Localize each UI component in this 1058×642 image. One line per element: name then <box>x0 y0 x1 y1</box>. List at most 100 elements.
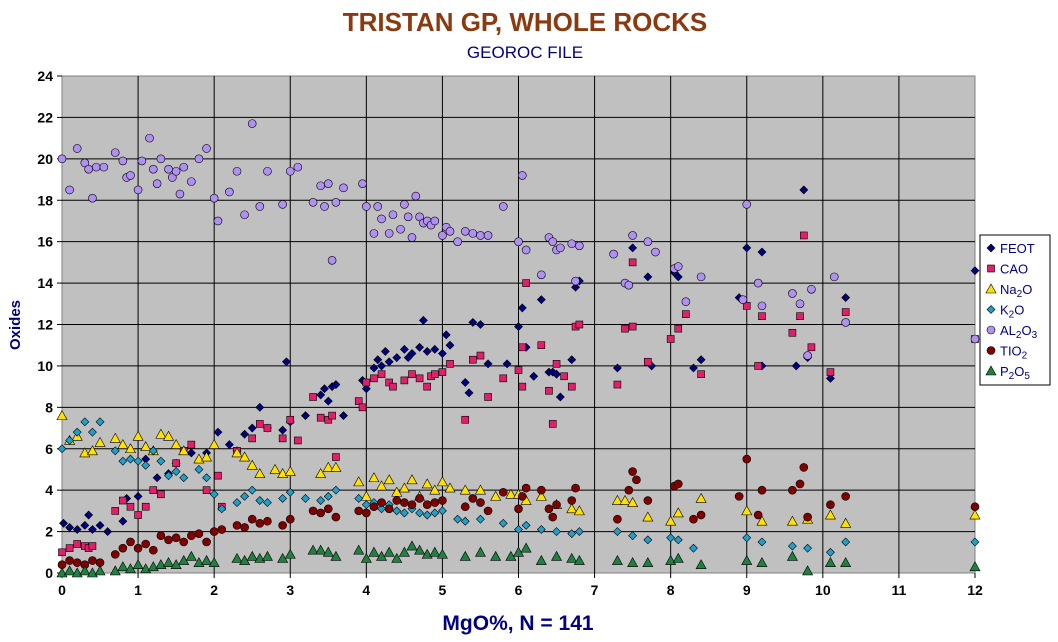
data-point-k2o <box>430 508 440 518</box>
legend-marker-feot <box>986 243 996 253</box>
data-point-feot <box>483 359 493 369</box>
data-point-k2o <box>460 516 470 526</box>
data-point-tio2 <box>164 535 173 545</box>
x-tick-label: 5 <box>439 582 447 598</box>
data-point-al2o3 <box>187 177 196 186</box>
data-point-na2o <box>56 409 68 420</box>
data-point-feot <box>103 527 113 537</box>
data-point-cao <box>560 372 568 381</box>
data-point-tio2 <box>240 523 249 532</box>
data-point-feot <box>240 429 250 439</box>
data-point-feot <box>278 425 288 435</box>
data-point-k2o <box>323 491 333 501</box>
data-point-p2o5 <box>132 559 144 570</box>
data-point-feot <box>430 344 440 354</box>
data-point-na2o <box>824 509 836 520</box>
data-point-cao <box>628 322 637 331</box>
data-point-k2o <box>757 537 767 547</box>
data-point-tio2 <box>422 500 432 509</box>
data-point-tio2 <box>118 543 128 553</box>
data-point-cao <box>354 397 363 405</box>
legend-label-al2o3: AL2O3 <box>1000 323 1038 341</box>
series-al2o3 <box>57 119 980 360</box>
data-point-p2o5 <box>201 554 213 565</box>
data-point-k2o <box>126 454 135 464</box>
data-point-tio2 <box>88 556 97 565</box>
data-point-na2o <box>406 474 418 485</box>
data-point-tio2 <box>537 485 546 495</box>
data-point-na2o <box>322 461 334 472</box>
data-point-cao <box>263 424 272 432</box>
data-point-al2o3 <box>430 216 440 226</box>
data-point-feot <box>643 272 653 282</box>
data-point-na2o <box>695 492 707 503</box>
data-point-na2o <box>231 447 243 458</box>
data-point-tio2 <box>156 531 166 541</box>
data-point-cao <box>484 393 492 401</box>
data-point-p2o5 <box>551 550 563 561</box>
data-point-tio2 <box>430 498 440 507</box>
data-point-tio2 <box>232 521 242 530</box>
data-point-k2o <box>133 456 143 466</box>
data-point-al2o3 <box>91 162 101 172</box>
data-point-feot <box>791 361 801 371</box>
y-tick-label: 16 <box>37 234 53 250</box>
data-point-na2o <box>474 484 486 495</box>
data-point-al2o3 <box>403 212 413 222</box>
data-point-p2o5 <box>322 546 334 557</box>
data-point-p2o5 <box>315 544 327 555</box>
data-point-feot <box>418 315 428 325</box>
data-point-al2o3 <box>209 193 219 203</box>
data-point-al2o3 <box>255 202 265 211</box>
data-point-cao <box>202 486 211 494</box>
data-point-tio2 <box>278 521 287 530</box>
data-point-tio2 <box>255 518 265 528</box>
data-point-na2o <box>566 503 578 514</box>
data-point-tio2 <box>632 475 641 485</box>
data-point-p2o5 <box>741 554 753 565</box>
data-point-k2o <box>567 529 577 539</box>
data-point-tio2 <box>696 510 706 520</box>
data-point-feot <box>361 384 371 394</box>
data-point-k2o <box>148 446 158 456</box>
data-point-feot <box>186 448 196 458</box>
data-point-k2o <box>399 508 409 518</box>
data-point-feot <box>529 371 539 381</box>
y-tick-label: 6 <box>45 441 53 457</box>
data-point-na2o <box>619 494 631 505</box>
data-point-k2o <box>202 473 211 483</box>
data-point-cao <box>518 343 527 352</box>
data-point-feot <box>399 344 409 354</box>
x-tick-label: 12 <box>967 582 983 598</box>
x-tick-label: 0 <box>58 582 66 598</box>
data-point-al2o3 <box>757 301 767 311</box>
data-point-k2o <box>65 436 75 445</box>
data-point-al2o3 <box>453 237 462 246</box>
x-axis-label: MgO%, N = 141 <box>442 612 593 635</box>
data-point-na2o <box>786 515 798 526</box>
data-point-tio2 <box>438 496 447 505</box>
data-point-cao <box>800 231 808 240</box>
data-point-cao <box>149 486 158 494</box>
data-point-cao <box>548 420 557 428</box>
data-point-na2o <box>201 451 213 462</box>
data-point-na2o <box>178 445 190 456</box>
data-point-al2o3 <box>807 284 816 294</box>
data-point-feot <box>468 318 478 327</box>
data-point-feot <box>72 525 82 534</box>
data-point-na2o <box>627 496 639 507</box>
data-point-cao <box>682 310 690 318</box>
data-point-cao <box>389 382 397 391</box>
data-point-tio2 <box>460 502 470 512</box>
data-point-feot <box>380 346 390 356</box>
data-point-k2o <box>643 535 653 545</box>
data-point-cao <box>621 324 629 333</box>
data-point-cao <box>644 357 652 366</box>
data-point-na2o <box>86 445 98 456</box>
data-point-k2o <box>415 508 425 518</box>
y-tick-label: 14 <box>37 275 53 291</box>
data-point-al2o3 <box>567 239 577 249</box>
data-point-na2o <box>155 428 167 439</box>
data-point-feot <box>392 353 402 363</box>
data-point-cao <box>377 370 386 379</box>
